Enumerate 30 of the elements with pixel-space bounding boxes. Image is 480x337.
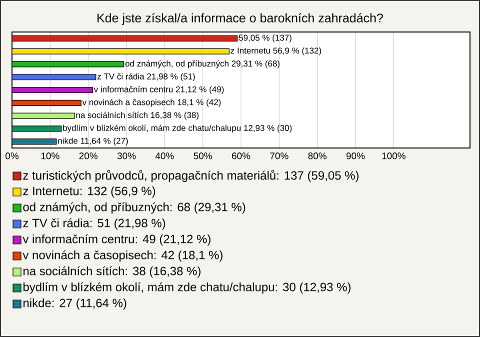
text: z TV či rádia: 51 (21,98 %)	[23, 218, 166, 230]
x-tick-label: 60%	[232, 152, 250, 160]
text: v informačním centru: 49 (21,12 %)	[22, 234, 210, 246]
x-tick-label: 0%	[6, 152, 19, 160]
data-label: na sociálních sítích 16,38 % (38)	[76, 112, 198, 120]
text: z Internetu: 132 (56,9 %)	[23, 186, 156, 198]
x-tick-label: 50%	[194, 152, 212, 160]
text: bydlím v blízkém okolí, mám zde chatu/chalupu: 30 (12,93 %)	[23, 282, 351, 294]
x-tick-label: 40%	[155, 152, 174, 160]
text: v novinách a časopisech: 42 (18,1 %)	[22, 250, 222, 262]
x-tick-label: 10%	[41, 152, 60, 160]
x-tick-label: 20%	[79, 152, 98, 160]
x-tick-label: 100%	[382, 152, 406, 160]
data-label: od známých, od příbuzných 29,31 % (68)	[125, 60, 280, 68]
data-label: v informačním centru 21,12 % (49)	[94, 86, 224, 94]
text: nikde: 27 (11,64 %)	[24, 298, 126, 310]
x-tick-label: 90%	[346, 152, 365, 160]
data-label: 59,05 % (137)	[238, 34, 292, 42]
x-tick-label: 70%	[270, 152, 288, 160]
text: od známých, od příbuzných: 68 (29,31 %)	[23, 202, 246, 214]
text: z turistických průvodců, propagačních materiálů: 137 (59,05 %)	[23, 170, 359, 182]
chart-title: Kde jste získal/a informace o barokních zahradách?	[98, 13, 383, 25]
x-tick-label: 80%	[308, 152, 327, 160]
data-label: v novinách a časopisech 18,1 % (42)	[82, 98, 221, 107]
data-label: z Internetu 56,9 % (132)	[230, 47, 322, 56]
data-label: bydlím v blízkém okolí, mám zde chatu/chalupu 12,93 % (30)	[63, 124, 292, 133]
x-tick-label: 30%	[117, 152, 136, 160]
text: na sociálních sítích: 38 (16,38 %)	[24, 266, 200, 278]
data-label: nikde 11,64 % (27)	[58, 138, 128, 146]
data-label: z TV či rádia 21,98 % (51)	[97, 73, 195, 82]
